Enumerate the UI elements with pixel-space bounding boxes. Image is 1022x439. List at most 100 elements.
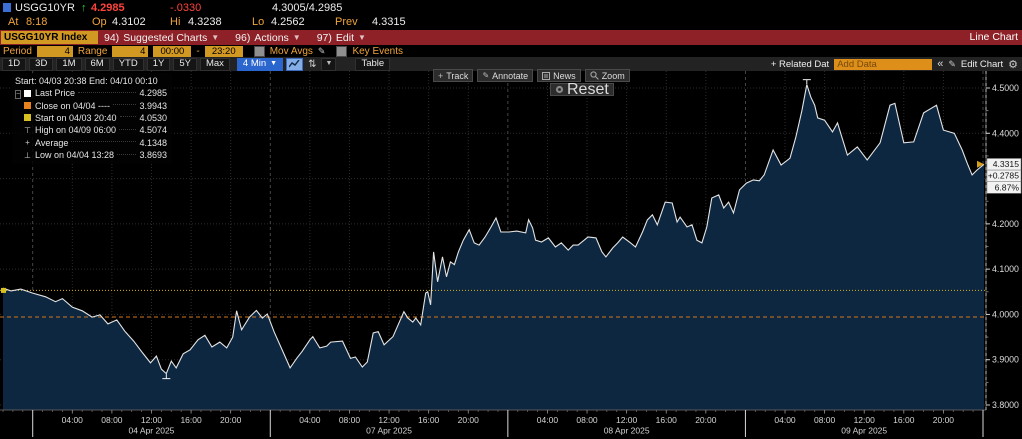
interval-dropdown[interactable]: 4 Min ▼ <box>236 57 284 71</box>
prev-label: Prev <box>335 16 358 28</box>
time-tick-label: 16:00 <box>418 415 440 425</box>
news-label: News <box>553 70 576 81</box>
chart-tools-overlay: + Track ✎ Annotate News Zoom <box>433 69 630 82</box>
time-tick-label: 12:00 <box>616 415 638 425</box>
collapse-panel-icon[interactable]: « <box>937 58 944 70</box>
quote-header: USGG10YR ↑ 4.2985 -.0330 4.3005/4.2985 A… <box>0 0 1022 30</box>
last-value-badge-text: 6.87% <box>995 182 1020 192</box>
time-tick-label: 12:00 <box>141 415 163 425</box>
legend-row-close: Close on 04/04 ---- 3.9943 <box>15 99 167 111</box>
range-button-ytd[interactable]: YTD <box>112 57 144 71</box>
range-button-3d[interactable]: 3D <box>29 57 54 71</box>
date-label: 07 Apr 2025 <box>366 426 412 436</box>
legend-leader <box>71 141 137 143</box>
range-button-6m[interactable]: 6M <box>84 57 110 71</box>
add-data-input[interactable]: Add Data <box>834 58 933 70</box>
line-chart-type-button[interactable] <box>286 57 304 71</box>
legend-collapse-icon[interactable]: − <box>15 90 22 100</box>
news-icon <box>542 71 551 80</box>
legend-label: Start on 04/03 20:40 <box>35 112 117 123</box>
range-button-1y[interactable]: 1Y <box>146 57 171 71</box>
sort-axis-icon[interactable]: ⇅ <box>308 58 317 70</box>
menu-bar: 94) Suggested Charts ▼ 96) Actions ▼ 97)… <box>104 30 366 45</box>
security-input[interactable]: USGG10YR Index <box>1 31 98 44</box>
legend-leader <box>78 91 137 93</box>
open-value: 4.3102 <box>112 16 146 28</box>
track-button[interactable]: + Track <box>433 69 474 82</box>
related-data-button[interactable]: + Related Dat <box>770 58 830 70</box>
edit-chart-button[interactable]: Edit Chart <box>960 58 1004 70</box>
mov-avgs-label: Mov Avgs <box>269 45 313 57</box>
date-label: 04 Apr 2025 <box>129 426 175 436</box>
news-button[interactable]: News <box>537 69 581 82</box>
y-tick-label: 4.2000 <box>992 219 1019 229</box>
time-tick-label: 20:00 <box>458 415 480 425</box>
low-marker-icon: ⊥ <box>24 150 31 160</box>
net-change: -.0330 <box>170 2 202 14</box>
chart-legend: Start: 04/03 20:38 End: 04/10 00:10 − La… <box>12 73 172 165</box>
legend-range-text: Start: 04/03 20:38 End: 04/10 00:10 <box>15 76 158 86</box>
zoom-button[interactable]: Zoom <box>584 69 630 82</box>
bid-ask: 4.3005/4.2985 <box>272 2 343 14</box>
start-marker <box>1 287 7 293</box>
last-price: 4.2985 <box>91 2 125 14</box>
time-tick-label: 08:00 <box>814 415 836 425</box>
reset-button[interactable]: Reset <box>550 81 614 98</box>
time-tick-label: 16:00 <box>180 415 202 425</box>
range-input[interactable]: 4 <box>112 45 149 57</box>
legend-leader <box>113 104 137 106</box>
menu-suggested-charts[interactable]: 94) Suggested Charts ▼ <box>104 32 219 44</box>
time-tick-label: 08:00 <box>101 415 123 425</box>
time-to-input[interactable]: 23:20 <box>204 45 243 57</box>
average-marker-icon: + <box>25 138 30 148</box>
legend-leader <box>119 116 137 118</box>
low-label: Lo <box>252 16 265 28</box>
mov-avgs-checkbox[interactable] <box>253 45 265 57</box>
chevron-down-icon: ▼ <box>270 60 278 67</box>
time-tick-label: 16:00 <box>656 415 678 425</box>
time-tick-label: 04:00 <box>62 415 84 425</box>
legend-value: 4.0530 <box>139 112 167 123</box>
key-events-label: Key Events <box>352 45 404 57</box>
legend-row-high: ⊤ High on 04/09 06:00 4.5074 <box>15 124 167 136</box>
legend-value: 4.2985 <box>139 88 167 99</box>
track-label: Track <box>446 70 469 81</box>
legend-value: 4.1348 <box>139 137 167 148</box>
last-value-badge-text: 4.3315 <box>993 159 1020 169</box>
y-tick-label: 4.1000 <box>992 264 1019 274</box>
high-label: Hi <box>170 16 181 28</box>
high-marker-icon: ⊤ <box>24 125 31 135</box>
annotate-button[interactable]: ✎ Annotate <box>477 69 534 82</box>
pencil-icon[interactable]: ✎ <box>317 45 326 56</box>
time-tick-label: 04:00 <box>299 415 321 425</box>
time-tick-label: 08:00 <box>576 415 598 425</box>
legend-leader <box>119 128 137 130</box>
period-label: Period <box>3 45 32 57</box>
gear-icon[interactable]: ⚙ <box>1008 58 1018 71</box>
range-button-1m[interactable]: 1M <box>56 57 82 71</box>
reset-icon <box>555 85 564 94</box>
ticker-symbol: USGG10YR <box>15 2 75 14</box>
menu-key: 94) <box>104 31 120 44</box>
menu-actions[interactable]: 96) Actions ▼ <box>235 32 301 44</box>
low-value: 4.2562 <box>271 16 305 28</box>
range-button-5y[interactable]: 5Y <box>173 57 197 71</box>
interval-label: 4 Min <box>242 58 267 69</box>
table-button[interactable]: Table <box>355 57 391 71</box>
key-events-checkbox[interactable] <box>336 45 348 57</box>
last-price-swatch-icon <box>24 89 31 97</box>
chart-type-dropdown[interactable]: ▼ <box>321 57 337 71</box>
settings-bar: Period 4 Range 4 00:00 - 23:20 Mov Avgs … <box>0 45 1022 57</box>
menu-label: Edit <box>335 31 354 44</box>
period-input[interactable]: 4 <box>36 45 73 57</box>
time-tick-label: 20:00 <box>695 415 717 425</box>
range-button-max[interactable]: Max <box>199 57 230 71</box>
time-from-input[interactable]: 00:00 <box>153 45 192 57</box>
legend-row-last-price: − Last Price 4.2985 <box>15 87 167 100</box>
yield-chart[interactable]: 04:00 08:00 12:00 16:00 20:00 04:00 08:00 12:00… <box>0 71 1022 439</box>
menu-edit[interactable]: 97) Edit ▼ <box>317 32 366 44</box>
range-button-1d[interactable]: 1D <box>2 57 27 71</box>
menu-label: Actions <box>254 31 289 44</box>
menu-key: 97) <box>316 31 332 44</box>
